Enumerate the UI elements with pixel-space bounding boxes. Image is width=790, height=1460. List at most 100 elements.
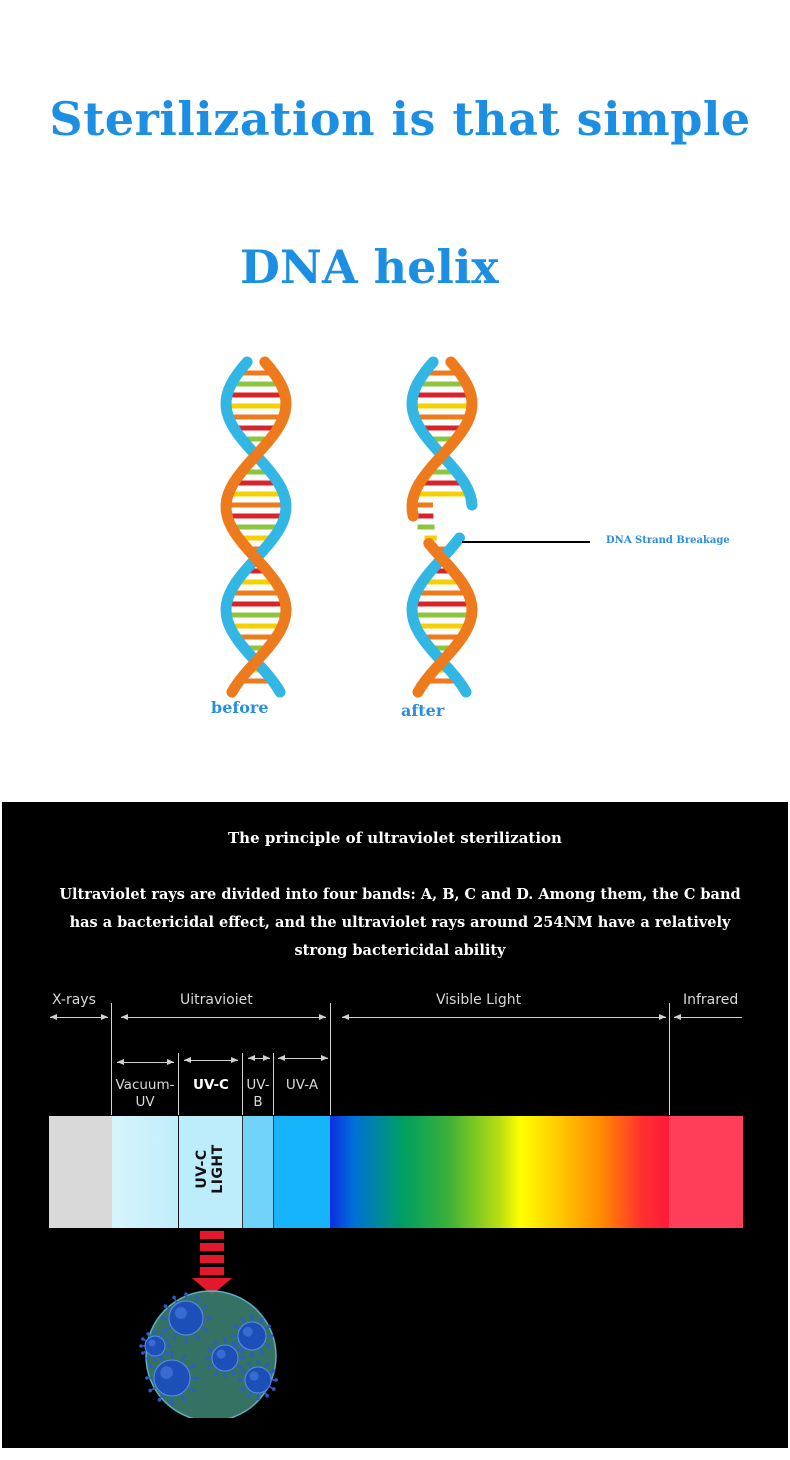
divider-vuv-uvc	[178, 1053, 179, 1115]
vacuum-uv-band	[112, 1116, 178, 1228]
dna-rung	[419, 480, 465, 486]
uv-b-label: UV- B	[246, 1077, 270, 1110]
dna-rung	[241, 469, 271, 475]
dna-strand-blue	[406, 356, 478, 511]
visible-range-arrow	[342, 1014, 666, 1020]
uv-a-band	[273, 1116, 330, 1228]
dna-rung	[231, 524, 281, 530]
uv-c-range-arrow	[184, 1057, 238, 1063]
uv-c-label: UV-C	[193, 1077, 229, 1093]
germ-icon	[139, 1330, 171, 1362]
infrared-label: Infrared	[683, 992, 739, 1008]
dna-rung	[422, 579, 462, 585]
dna-rung	[233, 425, 279, 431]
before-label: before	[211, 698, 269, 717]
x-rays-band	[49, 1116, 112, 1228]
dna-rung	[231, 381, 281, 387]
dna-rung	[226, 612, 286, 618]
dna-rung	[236, 579, 276, 585]
dna-rung	[433, 546, 451, 552]
dna-rung	[425, 678, 459, 684]
uv-b-band	[242, 1116, 273, 1228]
infrared-range-arrow	[674, 1014, 742, 1020]
dna-rung-fragment	[417, 524, 435, 530]
germ-icon	[205, 1338, 245, 1378]
dna-rung	[413, 392, 471, 398]
vacuum-uv-label: Vacuum- UV	[115, 1077, 175, 1110]
red-down-arrow	[192, 1231, 232, 1295]
dna-rung	[412, 601, 472, 607]
dna-rung	[241, 436, 271, 442]
dna-rung	[238, 535, 274, 541]
dna-rung	[226, 502, 286, 508]
dna-rung	[414, 491, 470, 497]
dna-rung	[427, 469, 457, 475]
dna-rung	[229, 623, 283, 629]
divider-uvb-uva	[273, 1053, 274, 1115]
dna-rung	[235, 634, 277, 640]
visible-light-band	[330, 1116, 669, 1228]
divider-uv-visible	[330, 1003, 331, 1115]
principle-title: The principle of ultraviolet sterilizati…	[228, 829, 562, 847]
ultraviolet-range-arrow	[121, 1014, 326, 1020]
breakage-pointer-line	[462, 541, 590, 543]
dna-rung	[227, 392, 285, 398]
dna-rung	[233, 480, 279, 486]
uv-b-range-arrow	[248, 1055, 270, 1061]
visible-light-label: Visible Light	[436, 992, 522, 1008]
vacuum-uv-range-arrow	[117, 1059, 174, 1065]
dna-rung	[226, 403, 286, 409]
dna-helix-after	[406, 356, 478, 698]
dna-rung	[412, 612, 472, 618]
dna-rung	[247, 546, 265, 552]
germ-icon	[230, 1314, 274, 1358]
uv-a-range-arrow	[278, 1055, 328, 1061]
dna-rung	[434, 667, 450, 673]
dna-rung	[430, 568, 454, 574]
dna-rung	[228, 414, 284, 420]
divider-visible-ir	[669, 1003, 670, 1115]
dna-rung	[427, 436, 457, 442]
dna-rung	[421, 634, 463, 640]
dna-rung	[412, 403, 472, 409]
dna-rung	[243, 645, 269, 651]
divider-xray-uv	[111, 1003, 112, 1115]
dna-rung	[227, 513, 285, 519]
dna-rung	[417, 381, 467, 387]
dna-rung	[228, 491, 284, 497]
dna-rung	[229, 590, 283, 596]
dna-strand-blue	[220, 356, 292, 698]
sterilization-graphic	[139, 1231, 278, 1418]
divider-uvc-uvb	[242, 1053, 243, 1115]
infrared-band	[669, 1116, 743, 1228]
breakage-label: DNA Strand Breakage	[606, 535, 730, 546]
dna-rung	[248, 667, 264, 673]
dna-rung	[419, 425, 465, 431]
section-title: DNA helix	[240, 240, 499, 294]
germ-icon	[145, 1351, 199, 1405]
dna-strand-blue	[406, 532, 472, 698]
dna-rung	[424, 370, 460, 376]
x-rays-range-arrow	[50, 1014, 108, 1020]
germ-icon	[160, 1292, 212, 1344]
dna-rung-fragment	[424, 535, 437, 541]
germ-icon	[238, 1360, 278, 1400]
dna-strand-orange	[406, 356, 478, 522]
dna-rung	[415, 623, 469, 629]
x-rays-label: X-rays	[52, 992, 96, 1008]
dna-strand-orange	[220, 356, 292, 698]
uv-a-label: UV-A	[285, 1077, 319, 1093]
dna-rung-fragment	[413, 513, 434, 519]
germ-icons	[139, 1292, 278, 1405]
dna-rung	[239, 678, 273, 684]
dna-illustration	[220, 356, 478, 698]
dna-rung	[244, 568, 268, 574]
dna-strand-orange	[412, 538, 478, 698]
uv-c-light-label: UV-C LIGHT	[194, 1144, 226, 1194]
after-label: after	[401, 701, 445, 720]
dna-helix-before	[220, 356, 292, 698]
dna-rung-fragment	[412, 502, 434, 508]
page-title: Sterilization is that simple	[49, 92, 751, 146]
dna-rung	[414, 414, 470, 420]
dna-rung	[226, 601, 286, 607]
